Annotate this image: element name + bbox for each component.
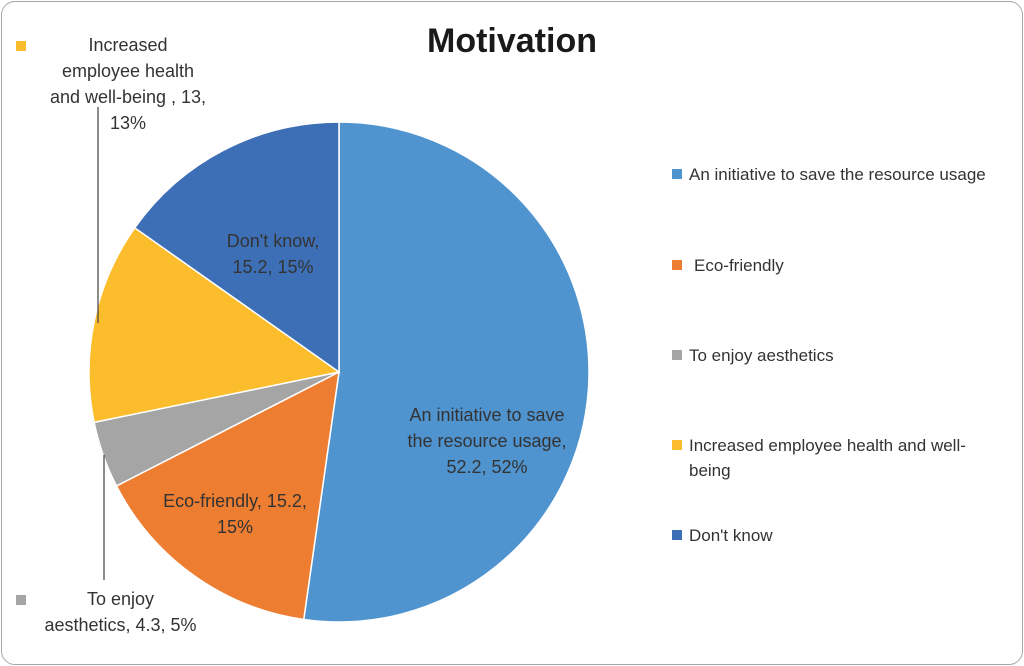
data-label-aesthetics: To enjoy aesthetics, 4.3, 5% (8, 586, 233, 638)
legend-label: Eco-friendly (694, 256, 784, 275)
pie-slice-eco-friendly (115, 370, 340, 621)
legend-item-initiative: An initiative to save the resource usage (672, 162, 992, 187)
chart-title: Motivation (427, 22, 597, 60)
legend-item-dont-know: Don't know (672, 523, 992, 548)
legend-item-health: Increased employee health and well-being (672, 433, 972, 483)
data-label-dont-know: Don't know, 15.2, 15% (226, 231, 320, 277)
legend-label: An initiative to save the resource usage (689, 165, 986, 184)
legend-swatch-dont-know (672, 530, 682, 540)
legend-label: Increased employee health and well-being (689, 436, 966, 480)
data-label-swatch-health (16, 41, 26, 51)
pie-slice-dont-know (133, 121, 340, 374)
data-label-swatch-aesthetics (16, 595, 26, 605)
legend-swatch-health (672, 440, 682, 450)
legend-swatch-aesthetics (672, 350, 682, 360)
data-label-text: To enjoy aesthetics, 4.3, 5% (44, 589, 197, 635)
data-label-initiative: An initiative to save the resource usage… (407, 405, 567, 477)
legend-item-aesthetics: To enjoy aesthetics (672, 343, 992, 368)
legend-label: Don't know (689, 526, 773, 545)
data-label-health: Increased employee health and well-being… (8, 32, 248, 136)
pie-slice-health (88, 226, 341, 424)
legend-item-eco-friendly: Eco-friendly (672, 253, 992, 278)
legend-swatch-initiative (672, 169, 682, 179)
legend-label: To enjoy aesthetics (689, 346, 834, 365)
data-label-text: Increased employee health and well-being… (49, 35, 207, 133)
pie-slice-initiative (302, 121, 590, 623)
data-label-eco-friendly: Eco-friendly, 15.2, 15% (163, 491, 307, 537)
legend-swatch-eco-friendly (672, 260, 682, 270)
